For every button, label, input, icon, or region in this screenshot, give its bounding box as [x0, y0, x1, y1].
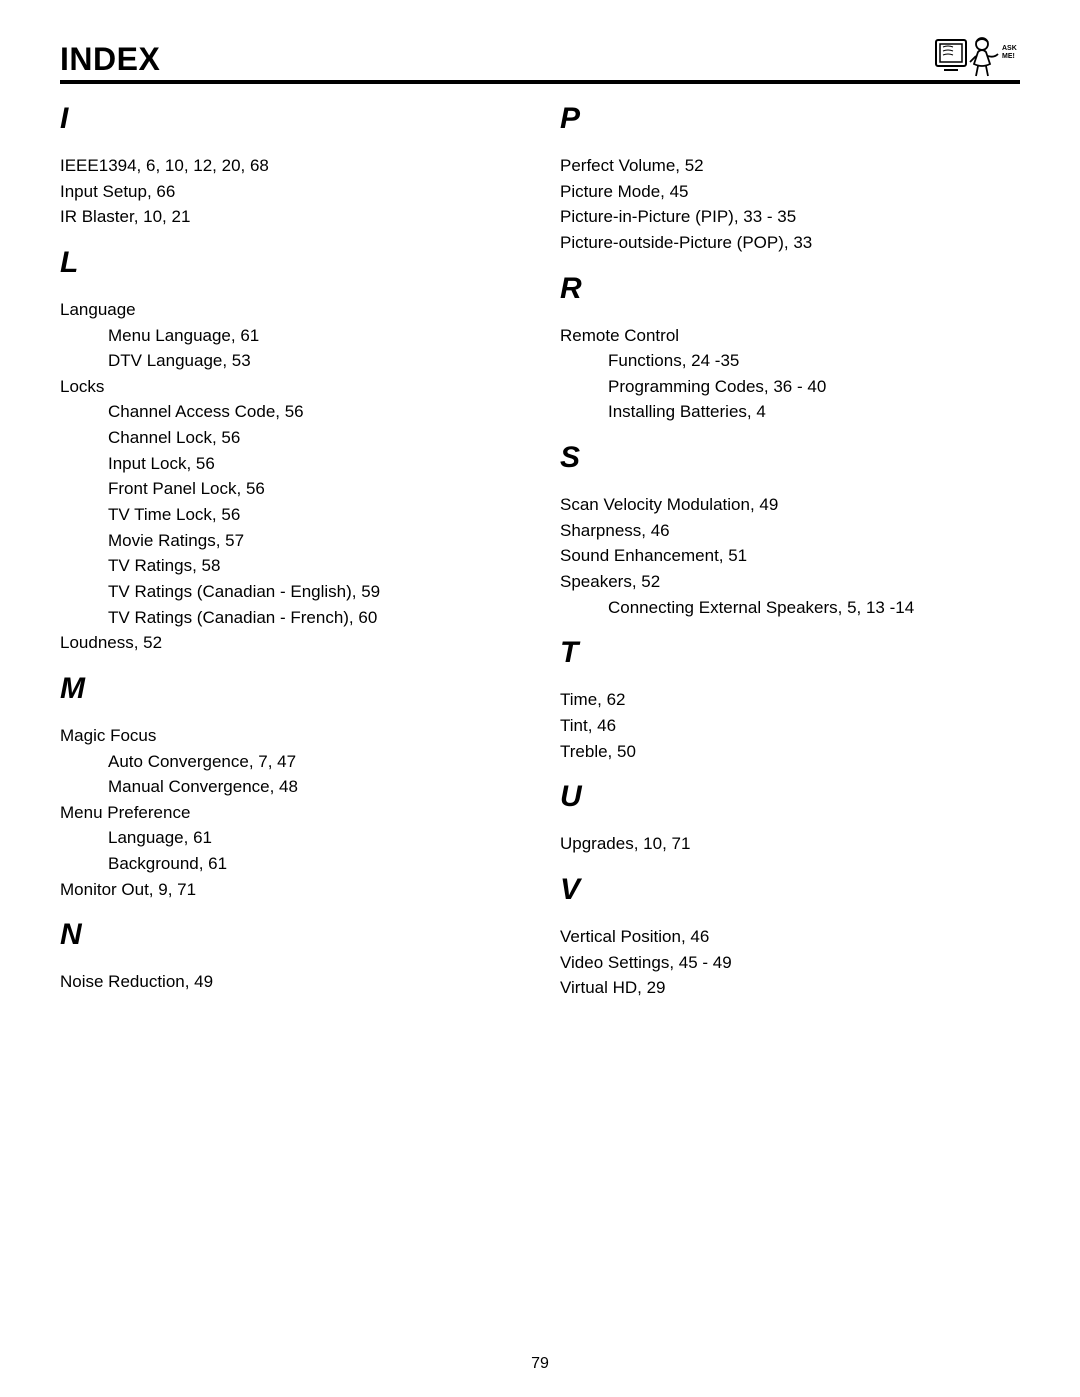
index-subentry: TV Ratings, 58: [60, 554, 520, 579]
index-letter: T: [560, 636, 1020, 670]
index-entry: Sound Enhancement, 51: [560, 544, 1020, 569]
page-number: 79: [0, 1355, 1080, 1373]
index-subentry: Channel Access Code, 56: [60, 400, 520, 425]
index-subentry: Background, 61: [60, 852, 520, 877]
index-entry: IEEE1394, 6, 10, 12, 20, 68: [60, 154, 520, 179]
index-entry: Video Settings, 45 - 49: [560, 951, 1020, 976]
index-entry: Monitor Out, 9, 71: [60, 878, 520, 903]
index-entry: Remote Control: [560, 324, 1020, 349]
index-entry: Loudness, 52: [60, 631, 520, 656]
index-subentry: Manual Convergence, 48: [60, 775, 520, 800]
index-subentry: TV Ratings (Canadian - English), 59: [60, 580, 520, 605]
index-entry: IR Blaster, 10, 21: [60, 205, 520, 230]
index-entry: Picture Mode, 45: [560, 180, 1020, 205]
index-subentry: Front Panel Lock, 56: [60, 477, 520, 502]
index-letter: R: [560, 272, 1020, 306]
index-entry: Tint, 46: [560, 714, 1020, 739]
index-subentry: Channel Lock, 56: [60, 426, 520, 451]
svg-text:ASK: ASK: [1002, 45, 1017, 52]
right-column: PPerfect Volume, 52Picture Mode, 45Pictu…: [560, 102, 1020, 1002]
index-letter: L: [60, 246, 520, 280]
page-title: INDEX: [60, 41, 160, 78]
index-entry: Sharpness, 46: [560, 519, 1020, 544]
index-entry: Treble, 50: [560, 740, 1020, 765]
index-entry: Scan Velocity Modulation, 49: [560, 493, 1020, 518]
index-entry: Vertical Position, 46: [560, 925, 1020, 950]
index-subentry: Connecting External Speakers, 5, 13 -14: [560, 596, 1020, 621]
index-subentry: DTV Language, 53: [60, 349, 520, 374]
index-entry: Perfect Volume, 52: [560, 154, 1020, 179]
index-letter: I: [60, 102, 520, 136]
index-subentry: TV Ratings (Canadian - French), 60: [60, 606, 520, 631]
index-subentry: Language, 61: [60, 826, 520, 851]
index-entry: Input Setup, 66: [60, 180, 520, 205]
index-entry: Time, 62: [560, 688, 1020, 713]
index-entry: Speakers, 52: [560, 570, 1020, 595]
index-subentry: Functions, 24 -35: [560, 349, 1020, 374]
index-subentry: Auto Convergence, 7, 47: [60, 750, 520, 775]
index-entry: Magic Focus: [60, 724, 520, 749]
index-entry: Noise Reduction, 49: [60, 970, 520, 995]
index-columns: I IEEE1394, 6, 10, 12, 20, 68Input Setup,…: [60, 102, 1020, 1002]
page-header: INDEX ASK ME!: [60, 34, 1020, 84]
index-subentry: Input Lock, 56: [60, 452, 520, 477]
index-entry: Virtual HD, 29: [560, 976, 1020, 1001]
index-letter: N: [60, 918, 520, 952]
index-entry: Upgrades, 10, 71: [560, 832, 1020, 857]
index-letter: M: [60, 672, 520, 706]
index-subentry: Installing Batteries, 4: [560, 400, 1020, 425]
index-entry: Picture-in-Picture (PIP), 33 - 35: [560, 205, 1020, 230]
index-subentry: Movie Ratings, 57: [60, 529, 520, 554]
index-letter: P: [560, 102, 1020, 136]
index-subentry: Programming Codes, 36 - 40: [560, 375, 1020, 400]
index-entry: Language: [60, 298, 520, 323]
index-entry: Picture-outside-Picture (POP), 33: [560, 231, 1020, 256]
ask-me-icon: ASK ME!: [934, 34, 1020, 78]
index-entry: Menu Preference: [60, 801, 520, 826]
svg-text:ME!: ME!: [1002, 53, 1015, 60]
index-letter: U: [560, 780, 1020, 814]
index-entry: Locks: [60, 375, 520, 400]
index-letter: S: [560, 441, 1020, 475]
index-subentry: TV Time Lock, 56: [60, 503, 520, 528]
index-letter: V: [560, 873, 1020, 907]
index-subentry: Menu Language, 61: [60, 324, 520, 349]
left-column: I IEEE1394, 6, 10, 12, 20, 68Input Setup,…: [60, 102, 520, 1002]
